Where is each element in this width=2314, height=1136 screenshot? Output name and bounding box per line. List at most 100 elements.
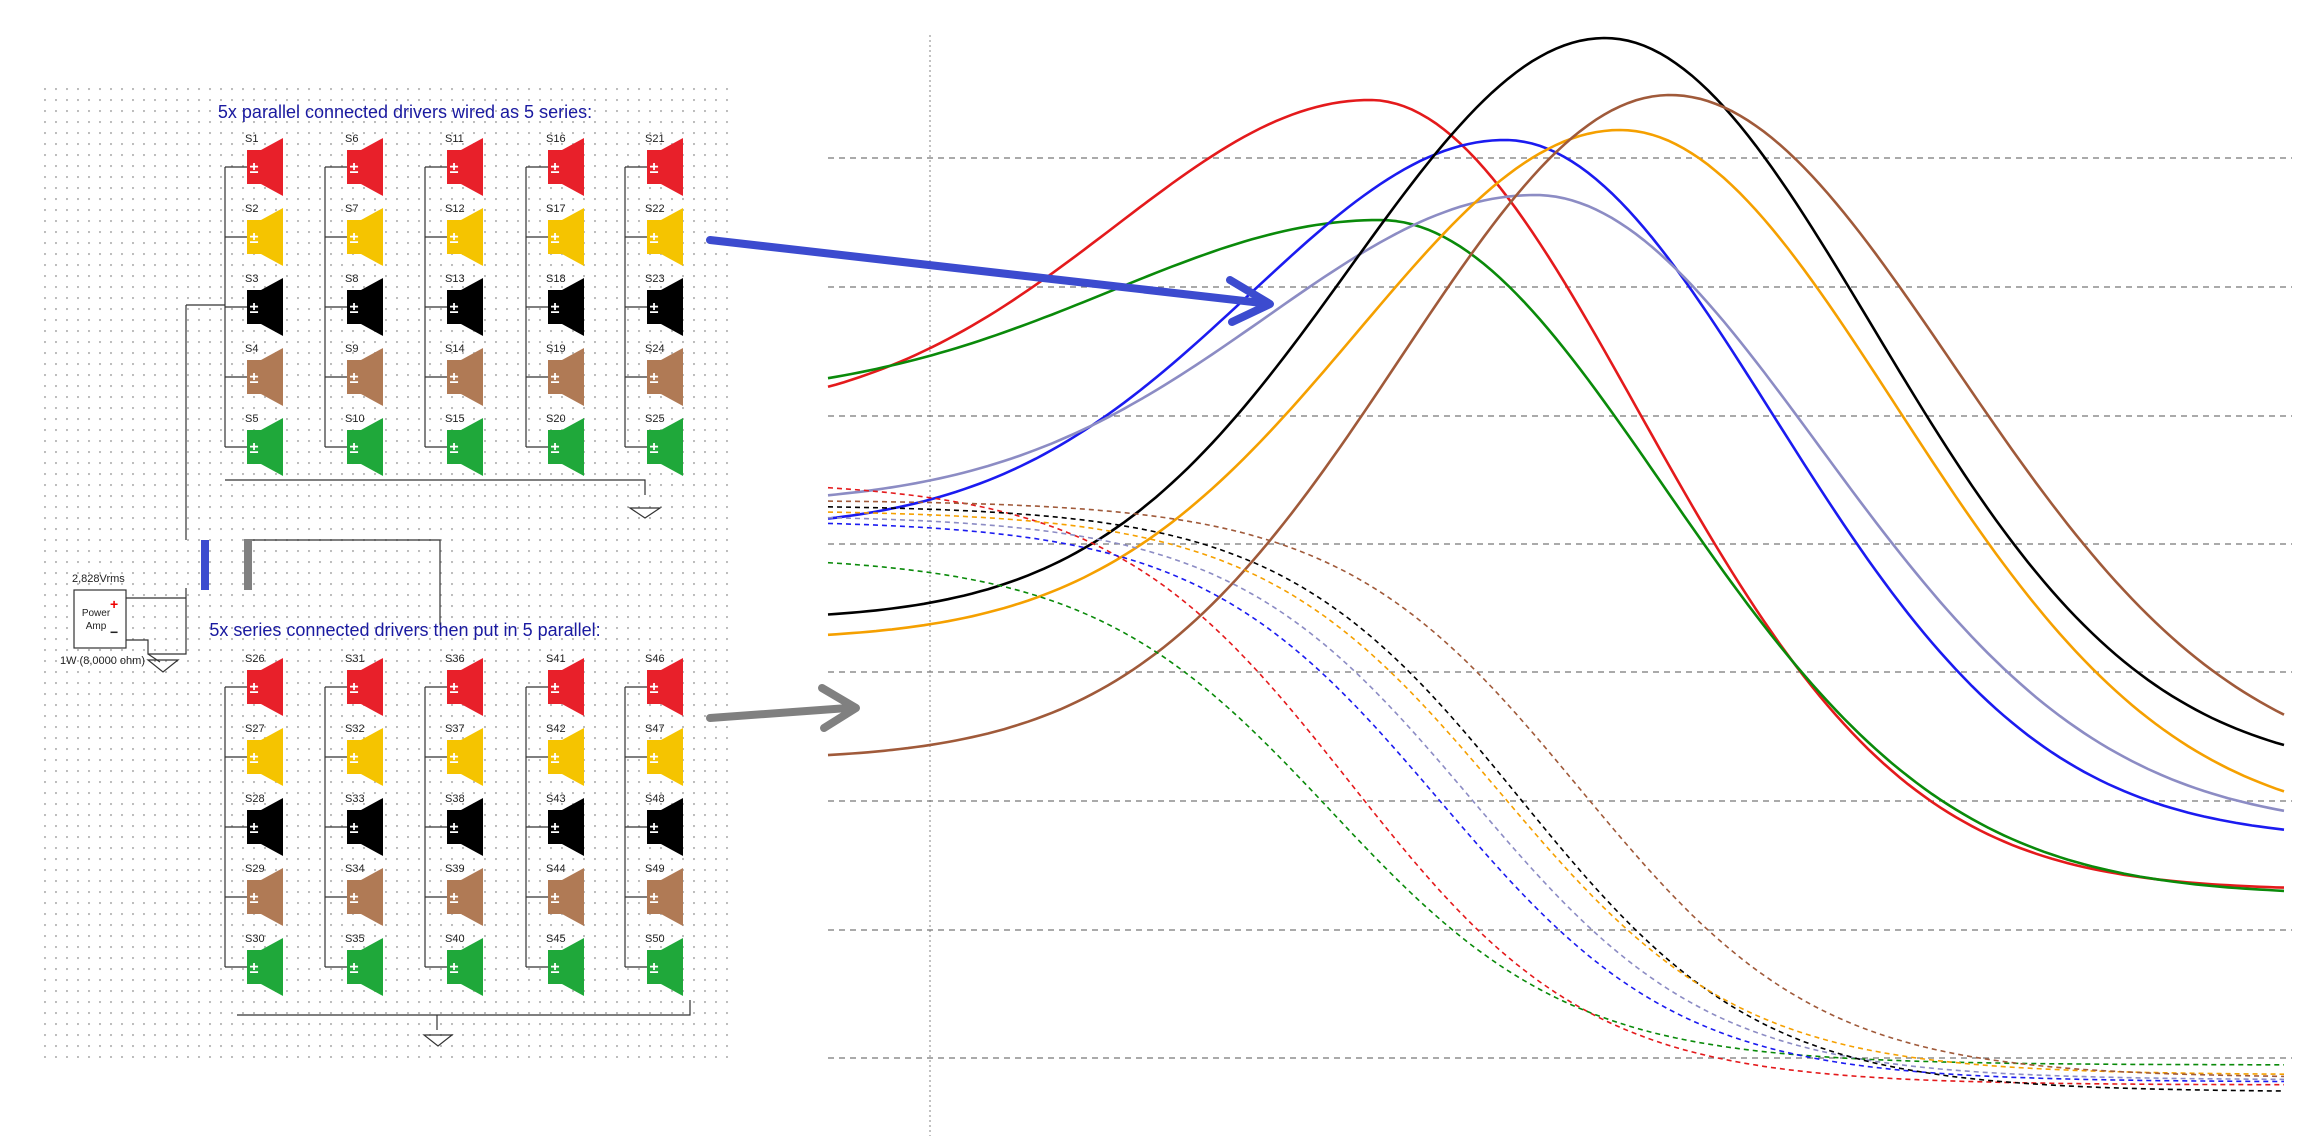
speaker-magnet: [347, 810, 361, 844]
speaker-cone: [361, 208, 383, 266]
polarity-icon: ±: [551, 300, 560, 317]
bottom-speaker-array: S26 ± S27 ± S28 ± S29 ± S30 ± S31 ± S32 ± S33 ± S34 ± S35 ±…: [224, 653, 683, 996]
speaker-magnet: [247, 810, 261, 844]
speaker-label: S16: [546, 133, 566, 145]
polarity-icon: ±: [350, 300, 359, 317]
ground-icon: [422, 1034, 454, 1047]
polarity-icon: ±: [650, 300, 659, 317]
speaker-magnet: [247, 430, 261, 464]
wire: [244, 539, 441, 625]
speaker: S2 ±: [225, 203, 283, 266]
speaker-magnet: [548, 360, 562, 394]
speaker-cone: [562, 418, 584, 476]
speaker-label: S33: [345, 793, 365, 805]
speaker: S27 ±: [225, 723, 283, 786]
polarity-icon: ±: [350, 680, 359, 697]
speaker-magnet: [647, 810, 661, 844]
speaker: S12 ±: [425, 203, 483, 266]
speaker-cone: [661, 138, 683, 196]
top-selector-bar[interactable]: [201, 540, 209, 590]
speaker-cone: [261, 138, 283, 196]
polarity-icon: ±: [350, 370, 359, 387]
speaker-label: S27: [245, 723, 265, 735]
speaker-label: S22: [645, 203, 665, 215]
speaker-cone: [562, 348, 584, 406]
amp-ground-icon: [146, 659, 180, 673]
polarity-icon: ±: [250, 750, 259, 767]
speaker-label: S39: [445, 863, 465, 875]
speaker-cone: [562, 278, 584, 336]
chart-gridlines: [828, 157, 2292, 1059]
speaker-label: S3: [245, 273, 258, 285]
polarity-icon: ±: [650, 230, 659, 247]
speaker-label: S49: [645, 863, 665, 875]
polarity-icon: ±: [250, 960, 259, 977]
speaker: S45 ±: [526, 933, 584, 996]
speaker-magnet: [247, 670, 261, 704]
speaker-label: S38: [445, 793, 465, 805]
speaker-label: S50: [645, 933, 665, 945]
speaker-label: S1: [245, 133, 258, 145]
speaker-magnet: [647, 950, 661, 984]
speaker-magnet: [247, 360, 261, 394]
speaker-cone: [461, 278, 483, 336]
polarity-icon: ±: [450, 680, 459, 697]
polarity-icon: ±: [250, 230, 259, 247]
speaker: S14 ±: [425, 343, 483, 406]
speaker-magnet: [647, 880, 661, 914]
speaker-magnet: [247, 150, 261, 184]
speaker-label: S5: [245, 413, 258, 425]
speaker: S1 ±: [225, 133, 283, 196]
speaker-magnet: [447, 290, 461, 324]
polarity-icon: ±: [350, 960, 359, 977]
amp-label-1: Power: [82, 608, 111, 619]
speaker-cone: [461, 208, 483, 266]
speaker-label: S30: [245, 933, 265, 945]
speaker-magnet: [347, 220, 361, 254]
speaker-magnet: [548, 220, 562, 254]
speaker: S47 ±: [625, 723, 683, 786]
speaker-label: S20: [546, 413, 566, 425]
amp-label-2: Amp: [86, 621, 107, 632]
polarity-icon: ±: [350, 160, 359, 177]
speaker: S48 ±: [625, 793, 683, 856]
speaker-cone: [562, 728, 584, 786]
speaker: S24 ±: [625, 343, 683, 406]
speaker-cone: [261, 868, 283, 926]
speaker-cone: [361, 728, 383, 786]
speaker-cone: [562, 658, 584, 716]
speaker-cone: [361, 868, 383, 926]
polarity-icon: ±: [450, 960, 459, 977]
speaker-label: S43: [546, 793, 566, 805]
speaker-magnet: [447, 880, 461, 914]
polarity-icon: ±: [650, 680, 659, 697]
speaker-magnet: [548, 880, 562, 914]
speaker: S9 ±: [325, 343, 383, 406]
speaker-cone: [461, 658, 483, 716]
impedance-curve: [827, 506, 2285, 1092]
impedance-curve: [827, 561, 2284, 1066]
speaker: S28 ±: [225, 793, 283, 856]
speaker: S46 ±: [625, 653, 683, 716]
bottom-selector-bar[interactable]: [244, 540, 252, 590]
speaker-label: S18: [546, 273, 566, 285]
response-curve: [827, 218, 2285, 893]
polarity-icon: ±: [350, 440, 359, 457]
schematic-grid: [44, 88, 734, 1058]
polarity-icon: ±: [350, 820, 359, 837]
impedance-curve: [827, 511, 2285, 1075]
speaker-magnet: [647, 740, 661, 774]
speaker-magnet: [647, 290, 661, 324]
speaker-magnet: [347, 150, 361, 184]
speaker-cone: [461, 868, 483, 926]
response-curve: [827, 128, 2285, 793]
response-curve: [827, 93, 2285, 757]
amp-box: [73, 589, 127, 649]
speaker-magnet: [447, 220, 461, 254]
polarity-icon: ±: [551, 370, 560, 387]
speaker-label: S12: [445, 203, 465, 215]
top-speaker-array: S1±S2±S3±S4±S5±S6±S7±S8±S9±S10±S11±S12±S…: [224, 133, 683, 476]
speaker: S5 ±: [225, 413, 283, 476]
speaker-cone: [661, 798, 683, 856]
speaker: S6 ±: [325, 133, 383, 196]
